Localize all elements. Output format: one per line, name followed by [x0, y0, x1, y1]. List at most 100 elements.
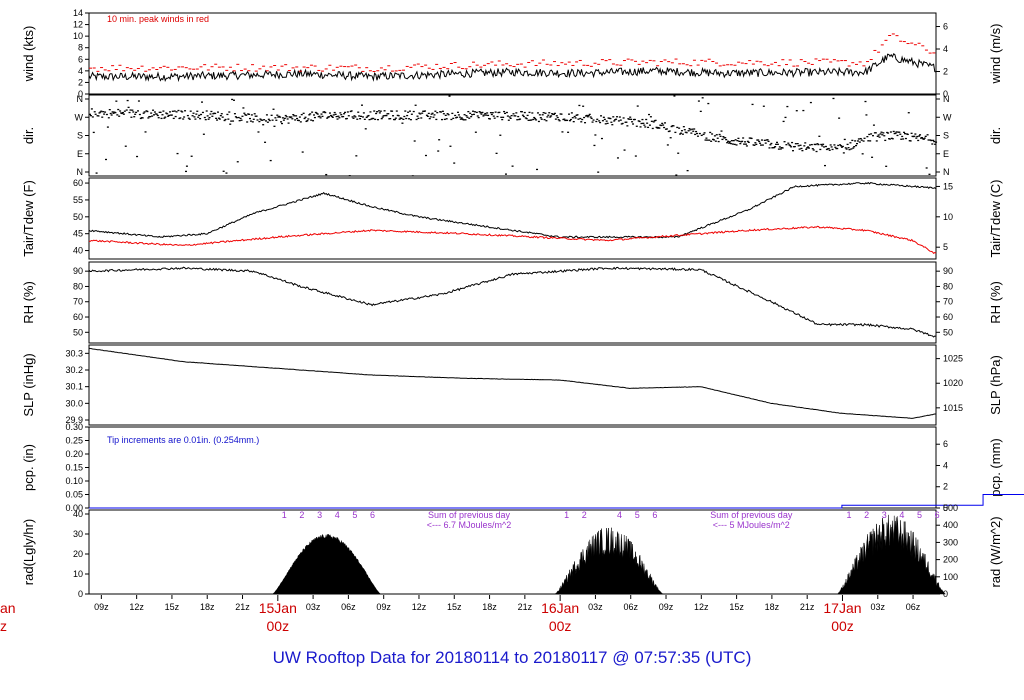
right-tick-label: N — [943, 94, 950, 104]
right-tick-label: N — [943, 167, 950, 177]
radiation-day-2 — [554, 527, 664, 595]
temperature-series-1 — [88, 181, 937, 239]
daily-sum-note-line1: Sum of previous day — [428, 510, 511, 520]
left-tick-label: S — [77, 131, 83, 141]
panel-frame — [88, 177, 937, 260]
left-tick-label: 29.9 — [65, 415, 83, 425]
right-tick-label: 90 — [943, 266, 953, 276]
right-tick-label: 300 — [943, 537, 958, 547]
x-tick-label: 21z — [800, 602, 815, 612]
panel-temperature: 40 45 50 55 60 5 10 15 Tair/Tdew (F) Tair/Tdew (C… — [21, 177, 1003, 260]
right-tick-label: E — [943, 149, 949, 159]
y-axis-label-left: SLP (inHg) — [21, 353, 36, 416]
date-label-hour: 00z — [267, 618, 290, 634]
x-tick-label: 15z — [729, 602, 744, 612]
left-tick-label: 50 — [73, 212, 83, 222]
radiation-day-1 — [271, 533, 382, 595]
left-tick-label: N — [77, 167, 84, 177]
right-tick-label: 5 — [943, 242, 948, 252]
solar-hour-marker: 4 — [899, 510, 904, 520]
left-tick-label: 0.25 — [65, 436, 83, 446]
left-tick-label: 0 — [78, 589, 83, 599]
right-tick-label: 0 — [943, 503, 948, 513]
right-tick-label: 1020 — [943, 378, 963, 388]
daily-sum-note-line2: <--- 6.7 MJoules/m^2 — [427, 520, 512, 530]
left-tick-label: 0.05 — [65, 490, 83, 500]
right-tick-label: 400 — [943, 520, 958, 530]
solar-hour-marker: 1 — [846, 510, 851, 520]
left-tick-label: 20 — [73, 549, 83, 559]
solar-hour-marker: 4 — [335, 510, 340, 520]
right-tick-label: 1015 — [943, 403, 963, 413]
right-tick-label: W — [943, 112, 952, 122]
solar-hour-marker: 5 — [352, 510, 357, 520]
solar-hour-marker: 3 — [317, 510, 322, 520]
left-tick-label: 0.10 — [65, 476, 83, 486]
date-label-day: 15Jan — [259, 600, 297, 616]
date-label-hour: 00z — [549, 618, 572, 634]
x-tick-label: 21z — [518, 602, 533, 612]
x-tick-label: 12z — [694, 602, 709, 612]
x-tick-label: 15z — [447, 602, 462, 612]
solar-hour-marker: 6 — [370, 510, 375, 520]
temperature-series-2 — [88, 225, 937, 254]
right-tick-label: 80 — [943, 281, 953, 291]
x-tick-label: 18z — [765, 602, 780, 612]
left-tick-label: 80 — [73, 281, 83, 291]
left-tick-label: 55 — [73, 195, 83, 205]
x-tick-label: 09z — [376, 602, 391, 612]
humidity-series-1 — [88, 266, 937, 338]
x-tick-label: 03z — [306, 602, 321, 612]
solar-hour-marker: 3 — [882, 510, 887, 520]
left-tick-label: N — [77, 94, 84, 104]
y-axis-label-left: Tair/Tdew (F) — [21, 180, 36, 257]
y-axis-label-right: rad (W/m^2) — [988, 516, 1003, 587]
right-tick-label: 4 — [943, 460, 948, 470]
daily-sum-note-line2: <--- 5 MJoules/m^2 — [713, 520, 790, 530]
wind-annotation: 10 min. peak winds in red — [107, 14, 209, 24]
left-tick-label: E — [77, 149, 83, 159]
right-tick-label: 100 — [943, 572, 958, 582]
solar-hour-marker: 1 — [564, 510, 569, 520]
left-tick-label: 70 — [73, 297, 83, 307]
left-tick-label: 6 — [78, 54, 83, 64]
left-tick-label: 0.20 — [65, 449, 83, 459]
date-label-day-clipped: an — [0, 600, 16, 616]
chart-title: UW Rooftop Data for 20180114 to 20180117… — [272, 648, 752, 667]
solar-hour-marker: 2 — [582, 510, 587, 520]
solar-hour-marker: 5 — [635, 510, 640, 520]
panel-humidity: 50 60 70 80 90 50 60 70 80 90 RH (%) RH (%) — [21, 261, 1003, 344]
left-tick-label: 30.0 — [65, 398, 83, 408]
x-tick-label: 03z — [871, 602, 886, 612]
right-tick-label: 6 — [943, 439, 948, 449]
right-tick-label: 1025 — [943, 354, 963, 364]
panel-pressure: 29.9 30.0 30.1 30.2 30.3 1015 1020 1025 SLP (inH… — [21, 344, 1003, 426]
right-tick-label: 60 — [943, 312, 953, 322]
precipitation-line — [89, 494, 1024, 509]
x-tick-label: 09z — [659, 602, 674, 612]
left-tick-label: 10 — [73, 569, 83, 579]
wind-series-1 — [88, 53, 937, 83]
x-tick-label: 06z — [341, 602, 356, 612]
date-label-day: 16Jan — [541, 600, 579, 616]
solar-hour-marker: 4 — [617, 510, 622, 520]
x-tick-label: 15z — [165, 602, 180, 612]
right-tick-label: 2 — [943, 482, 948, 492]
left-tick-label: 30 — [73, 529, 83, 539]
left-tick-label: 0.15 — [65, 463, 83, 473]
y-axis-label-right: RH (%) — [988, 281, 1003, 324]
right-tick-label: 0 — [943, 89, 948, 99]
left-tick-label: 30.3 — [65, 348, 83, 358]
right-tick-label: 200 — [943, 555, 958, 565]
left-tick-label: 30.1 — [65, 382, 83, 392]
right-tick-label: 2 — [943, 67, 948, 77]
left-tick-label: 4 — [78, 66, 83, 76]
right-tick-label: 10 — [943, 212, 953, 222]
panel-frame — [88, 344, 937, 426]
solar-hour-marker: 6 — [935, 510, 940, 520]
left-tick-label: 60 — [73, 312, 83, 322]
solar-hour-marker: 2 — [864, 510, 869, 520]
